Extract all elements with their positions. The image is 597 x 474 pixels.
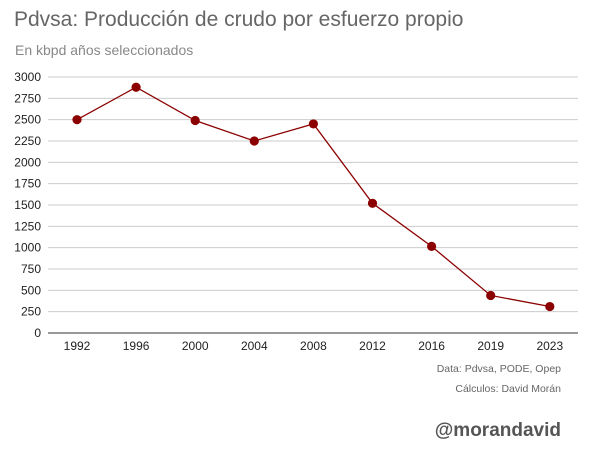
data-point [545, 301, 555, 312]
y-tick-label: 1750 [14, 177, 41, 191]
x-tick-label: 2004 [241, 339, 268, 353]
data-point [190, 115, 200, 126]
x-tick-label: 2023 [536, 339, 563, 353]
y-tick-label: 500 [21, 283, 41, 297]
y-tick-label: 2000 [14, 155, 41, 169]
chart-title: Pdvsa: Producción de crudo por esfuerzo … [14, 8, 464, 31]
x-tick-label: 1992 [64, 339, 91, 353]
y-tick-label: 1500 [14, 198, 41, 212]
data-point [249, 136, 259, 146]
x-tick-label: 2008 [300, 339, 327, 353]
data-point [367, 198, 378, 208]
calculation-credit: Cálculos: David Morán [455, 383, 561, 395]
y-tick-label: 1000 [14, 241, 41, 255]
data-point [486, 290, 496, 301]
data-point [308, 119, 318, 129]
data-point [131, 82, 141, 92]
y-tick-label: 1250 [14, 219, 41, 233]
x-tick-label: 2000 [182, 339, 209, 353]
gridlines [48, 76, 578, 313]
y-tick-label: 250 [21, 305, 41, 319]
y-tick-label: 750 [21, 262, 41, 276]
x-tick-label: 2012 [359, 339, 386, 353]
x-tick-label: 2016 [418, 339, 445, 353]
x-tick-label: 1996 [123, 339, 150, 353]
y-tick-label: 2250 [14, 134, 41, 148]
y-tick-label: 2500 [14, 113, 41, 127]
data-point [72, 115, 82, 125]
y-tick-label: 0 [34, 326, 41, 340]
series-markers [72, 82, 555, 312]
y-tick-label: 3000 [14, 70, 41, 84]
x-axis-ticks: 1992 1996 2000 2004 2008 2012 2016 2019 2023 [64, 339, 564, 353]
y-tick-label: 2750 [14, 91, 41, 105]
chart-subtitle: En kbpd años seleccionados [15, 42, 194, 58]
data-point [427, 241, 437, 251]
source-credit: Data: Pdvsa, PODE, Opep [436, 363, 561, 375]
author-handle: @morandavid [434, 420, 561, 441]
y-axis-ticks: 0 250 500 750 1000 1250 1500 1750 2000 2250 2500 27… [14, 70, 41, 340]
x-tick-label: 2019 [477, 339, 504, 353]
